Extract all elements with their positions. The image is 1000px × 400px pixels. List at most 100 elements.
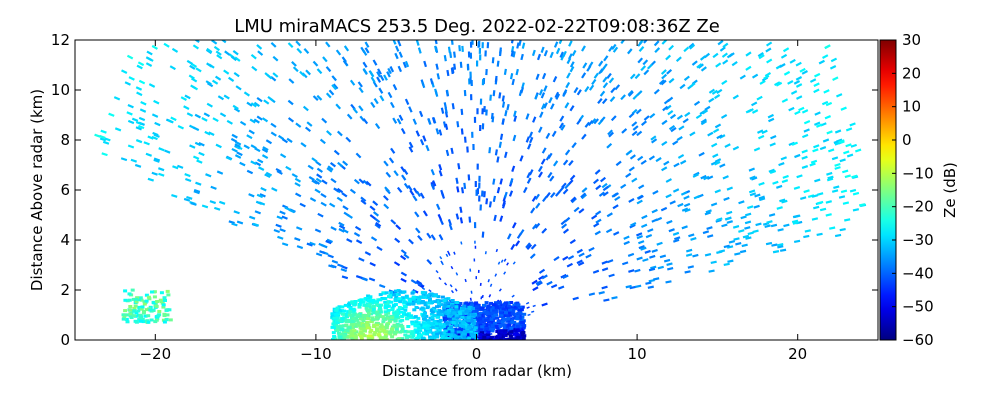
echo-gate <box>437 309 442 312</box>
echo-gate <box>369 312 374 316</box>
noise-gate <box>419 139 425 146</box>
echo-gate <box>409 332 414 336</box>
noise-gate <box>612 204 619 210</box>
noise-gate <box>270 122 277 128</box>
noise-gate <box>732 225 740 229</box>
echo-gate <box>358 334 363 338</box>
noise-gate <box>143 141 150 146</box>
echo-gate <box>354 330 359 334</box>
echo-gate <box>469 301 474 305</box>
echo-gate <box>460 312 465 316</box>
echo-gate <box>464 309 469 313</box>
echo-gate <box>434 330 439 334</box>
echo-gate <box>492 309 497 313</box>
noise-gate <box>120 157 128 162</box>
echo-gate <box>443 329 448 333</box>
noise-gate <box>135 139 143 144</box>
echo-gate <box>134 320 139 324</box>
noise-gate <box>214 75 222 81</box>
noise-gate <box>467 174 471 181</box>
noise-gate <box>683 195 690 200</box>
noise-gate <box>319 138 326 145</box>
echo-gate <box>493 321 498 325</box>
noise-gate <box>398 114 404 121</box>
echo-gate <box>454 313 459 317</box>
noise-gate <box>503 258 507 262</box>
echo-gate <box>506 301 511 305</box>
echo-gate <box>451 320 456 324</box>
noise-gate <box>460 241 463 245</box>
noise-gate <box>525 113 530 120</box>
noise-gate <box>444 282 448 286</box>
noise-gate <box>438 276 442 281</box>
noise-gate <box>665 54 672 61</box>
echo-gate <box>516 303 521 307</box>
noise-gate <box>538 126 543 133</box>
noise-gate <box>630 222 637 227</box>
noise-gate <box>683 75 690 82</box>
noise-gate <box>550 283 558 289</box>
echo-gate <box>400 318 405 322</box>
noise-gate <box>594 230 601 236</box>
noise-gate <box>824 115 831 120</box>
noise-gate <box>538 171 543 178</box>
noise-gate <box>795 76 803 81</box>
echo-gate <box>505 317 510 321</box>
noise-gate <box>620 94 626 101</box>
noise-gate <box>826 177 834 182</box>
echo-gate <box>162 320 167 324</box>
echo-gate <box>335 316 340 320</box>
noise-gate <box>480 296 483 300</box>
noise-gate <box>460 108 464 115</box>
echo-gate <box>473 303 478 307</box>
echo-gate <box>146 295 151 299</box>
echo-gate <box>462 335 467 339</box>
noise-gate <box>401 174 407 181</box>
noise-gate <box>595 218 602 224</box>
noise-gate <box>749 192 757 197</box>
noise-gate <box>667 110 674 116</box>
noise-gate <box>479 54 482 61</box>
echo-gate <box>472 328 477 332</box>
echo-gate <box>487 328 492 332</box>
noise-gate <box>566 57 572 65</box>
noise-gate <box>521 42 526 49</box>
echo-gate <box>372 325 377 329</box>
echo-gate <box>498 301 503 305</box>
echo-gate <box>405 317 410 321</box>
noise-gate <box>745 65 752 71</box>
noise-gate <box>598 291 605 295</box>
noise-gate <box>636 232 643 237</box>
noise-gate <box>158 147 165 152</box>
noise-gate <box>208 131 215 137</box>
noise-gate <box>127 119 135 125</box>
noise-gate <box>499 47 502 54</box>
echo-gate <box>510 320 515 324</box>
noise-gate <box>569 239 576 245</box>
echo-gate <box>161 318 166 322</box>
noise-gate <box>603 55 609 62</box>
noise-gate <box>838 195 846 199</box>
echo-gate <box>155 317 160 321</box>
noise-gate <box>599 90 606 97</box>
echo-gate <box>513 329 518 333</box>
echo-gate <box>486 335 491 338</box>
noise-gate <box>571 142 577 149</box>
echo-gate <box>162 314 167 317</box>
echo-gate <box>331 338 335 340</box>
noise-gate <box>669 200 676 205</box>
echo-gate <box>336 325 341 329</box>
echo-gate <box>387 295 391 299</box>
echo-gate <box>458 312 463 316</box>
noise-gate <box>466 63 470 70</box>
echo-gate <box>482 312 487 316</box>
echo-gate <box>136 313 141 317</box>
noise-gate <box>390 219 397 225</box>
noise-gate <box>485 69 488 76</box>
noise-gate <box>236 220 244 225</box>
noise-gate <box>825 213 832 217</box>
noise-gate <box>588 292 596 297</box>
noise-gate <box>108 112 115 117</box>
colorbar-tick-label: −30 <box>902 231 934 249</box>
echo-gate <box>364 304 369 307</box>
